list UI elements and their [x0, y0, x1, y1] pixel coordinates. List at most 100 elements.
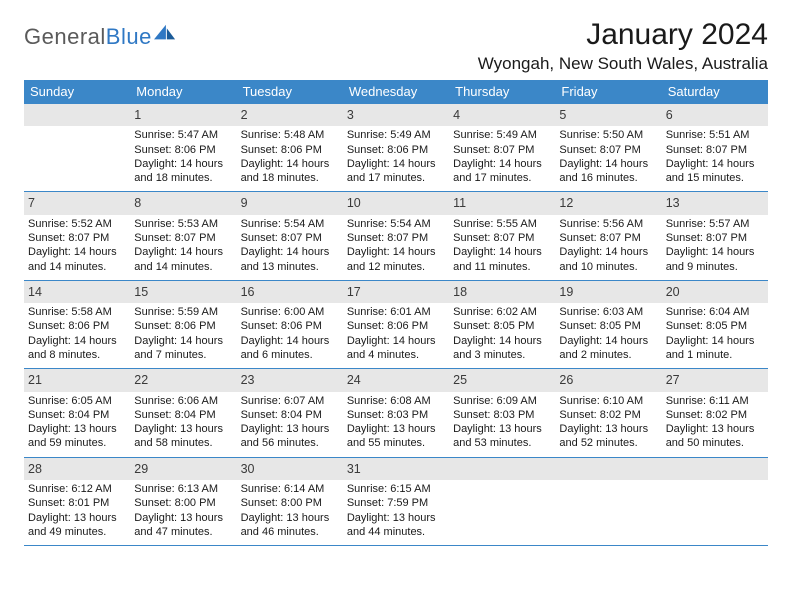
day-number: 3 [343, 104, 449, 126]
sunset-text: Sunset: 8:05 PM [559, 319, 657, 333]
day-number: 25 [449, 369, 555, 391]
sunset-text: Sunset: 8:07 PM [666, 143, 764, 157]
day-number: 19 [555, 281, 661, 303]
day1-text: Daylight: 14 hours [347, 334, 445, 348]
day-body: Sunrise: 6:08 AMSunset: 8:03 PMDaylight:… [347, 394, 445, 451]
day-body: Sunrise: 5:59 AMSunset: 8:06 PMDaylight:… [134, 305, 232, 362]
day-body: Sunrise: 6:00 AMSunset: 8:06 PMDaylight:… [241, 305, 339, 362]
sunrise-text: Sunrise: 6:12 AM [28, 482, 126, 496]
day2-text: and 4 minutes. [347, 348, 445, 362]
sunrise-text: Sunrise: 6:01 AM [347, 305, 445, 319]
day-body: Sunrise: 6:03 AMSunset: 8:05 PMDaylight:… [559, 305, 657, 362]
day2-text: and 18 minutes. [241, 171, 339, 185]
day-cell: 6 Sunrise: 5:51 AMSunset: 8:07 PMDaylight… [662, 104, 768, 191]
day-cell: 27Sunrise: 6:11 AMSunset: 8:02 PMDayligh… [662, 369, 768, 456]
day-number: 6 [662, 104, 768, 126]
day-cell [555, 458, 661, 545]
day-body: Sunrise: 6:13 AMSunset: 8:00 PMDaylight:… [134, 482, 232, 539]
sunrise-text: Sunrise: 5:54 AM [347, 217, 445, 231]
day-body: Sunrise: 5:50 AMSunset: 8:07 PMDaylight:… [559, 128, 657, 185]
day-number: 7 [24, 192, 130, 214]
sunrise-text: Sunrise: 6:11 AM [666, 394, 764, 408]
day-body: Sunrise: 5:58 AMSunset: 8:06 PMDaylight:… [28, 305, 126, 362]
day-body: Sunrise: 6:07 AMSunset: 8:04 PMDaylight:… [241, 394, 339, 451]
sunset-text: Sunset: 7:59 PM [347, 496, 445, 510]
day-number: 8 [130, 192, 236, 214]
day1-text: Daylight: 14 hours [241, 157, 339, 171]
day-cell: 31Sunrise: 6:15 AMSunset: 7:59 PMDayligh… [343, 458, 449, 545]
day-cell: 1Sunrise: 5:47 AMSunset: 8:06 PMDaylight… [130, 104, 236, 191]
day-cell: 22Sunrise: 6:06 AMSunset: 8:04 PMDayligh… [130, 369, 236, 456]
day-cell: 9Sunrise: 5:54 AMSunset: 8:07 PMDaylight… [237, 192, 343, 279]
day1-text: Daylight: 14 hours [241, 245, 339, 259]
sunset-text: Sunset: 8:07 PM [134, 231, 232, 245]
day2-text: and 44 minutes. [347, 525, 445, 539]
sunrise-text: Sunrise: 6:07 AM [241, 394, 339, 408]
sunset-text: Sunset: 8:06 PM [241, 143, 339, 157]
day-body: Sunrise: 6:05 AMSunset: 8:04 PMDaylight:… [28, 394, 126, 451]
day1-text: Daylight: 13 hours [134, 511, 232, 525]
day2-text: and 53 minutes. [453, 436, 551, 450]
sunrise-text: Sunrise: 5:59 AM [134, 305, 232, 319]
sunrise-text: Sunrise: 5:55 AM [453, 217, 551, 231]
sunset-text: Sunset: 8:04 PM [134, 408, 232, 422]
sunrise-text: Sunrise: 5:56 AM [559, 217, 657, 231]
logo-text: GeneralBlue [24, 24, 152, 50]
day-body: Sunrise: 6:11 AMSunset: 8:02 PMDaylight:… [666, 394, 764, 451]
dow-friday: Friday [555, 80, 661, 104]
day2-text: and 58 minutes. [134, 436, 232, 450]
day-body: Sunrise: 6:02 AMSunset: 8:05 PMDaylight:… [453, 305, 551, 362]
day2-text: and 52 minutes. [559, 436, 657, 450]
day2-text: and 2 minutes. [559, 348, 657, 362]
day2-text: and 14 minutes. [134, 260, 232, 274]
day-cell: 20Sunrise: 6:04 AMSunset: 8:05 PMDayligh… [662, 281, 768, 368]
sunrise-text: Sunrise: 5:49 AM [453, 128, 551, 142]
sunrise-text: Sunrise: 6:04 AM [666, 305, 764, 319]
sunset-text: Sunset: 8:03 PM [347, 408, 445, 422]
day2-text: and 9 minutes. [666, 260, 764, 274]
sunrise-text: Sunrise: 6:08 AM [347, 394, 445, 408]
day2-text: and 15 minutes. [666, 171, 764, 185]
day1-text: Daylight: 14 hours [666, 157, 764, 171]
day-body: Sunrise: 6:04 AMSunset: 8:05 PMDaylight:… [666, 305, 764, 362]
sunrise-text: Sunrise: 6:02 AM [453, 305, 551, 319]
sunrise-text: Sunrise: 5:47 AM [134, 128, 232, 142]
day-body: Sunrise: 6:15 AMSunset: 7:59 PMDaylight:… [347, 482, 445, 539]
day2-text: and 11 minutes. [453, 260, 551, 274]
dow-tuesday: Tuesday [237, 80, 343, 104]
day-cell: 4Sunrise: 5:49 AMSunset: 8:07 PMDaylight… [449, 104, 555, 191]
day2-text: and 18 minutes. [134, 171, 232, 185]
day-body: Sunrise: 5:52 AMSunset: 8:07 PMDaylight:… [28, 217, 126, 274]
day-body: Sunrise: 5:49 AMSunset: 8:06 PMDaylight:… [347, 128, 445, 185]
sunset-text: Sunset: 8:05 PM [666, 319, 764, 333]
sunrise-text: Sunrise: 5:54 AM [241, 217, 339, 231]
day2-text: and 16 minutes. [559, 171, 657, 185]
sunset-text: Sunset: 8:06 PM [241, 319, 339, 333]
sunrise-text: Sunrise: 5:48 AM [241, 128, 339, 142]
sunset-text: Sunset: 8:06 PM [347, 143, 445, 157]
day-cell: 13Sunrise: 5:57 AMSunset: 8:07 PMDayligh… [662, 192, 768, 279]
sunrise-text: Sunrise: 5:49 AM [347, 128, 445, 142]
day2-text: and 46 minutes. [241, 525, 339, 539]
day2-text: and 6 minutes. [241, 348, 339, 362]
day2-text: and 49 minutes. [28, 525, 126, 539]
day-body: Sunrise: 6:14 AMSunset: 8:00 PMDaylight:… [241, 482, 339, 539]
day-number: 28 [24, 458, 130, 480]
day-body: Sunrise: 6:10 AMSunset: 8:02 PMDaylight:… [559, 394, 657, 451]
sunrise-text: Sunrise: 5:51 AM [666, 128, 764, 142]
day-number: 20 [662, 281, 768, 303]
sunset-text: Sunset: 8:04 PM [241, 408, 339, 422]
day-body: Sunrise: 6:01 AMSunset: 8:06 PMDaylight:… [347, 305, 445, 362]
logo-word2: Blue [106, 24, 152, 49]
day-number: 30 [237, 458, 343, 480]
day2-text: and 17 minutes. [453, 171, 551, 185]
sunset-text: Sunset: 8:06 PM [134, 143, 232, 157]
day-number: 16 [237, 281, 343, 303]
day-cell: 2Sunrise: 5:48 AMSunset: 8:06 PMDaylight… [237, 104, 343, 191]
day2-text: and 12 minutes. [347, 260, 445, 274]
day-number: 21 [24, 369, 130, 391]
dow-sunday: Sunday [24, 80, 130, 104]
day2-text: and 59 minutes. [28, 436, 126, 450]
day-cell: 19Sunrise: 6:03 AMSunset: 8:05 PMDayligh… [555, 281, 661, 368]
day-body: Sunrise: 6:09 AMSunset: 8:03 PMDaylight:… [453, 394, 551, 451]
